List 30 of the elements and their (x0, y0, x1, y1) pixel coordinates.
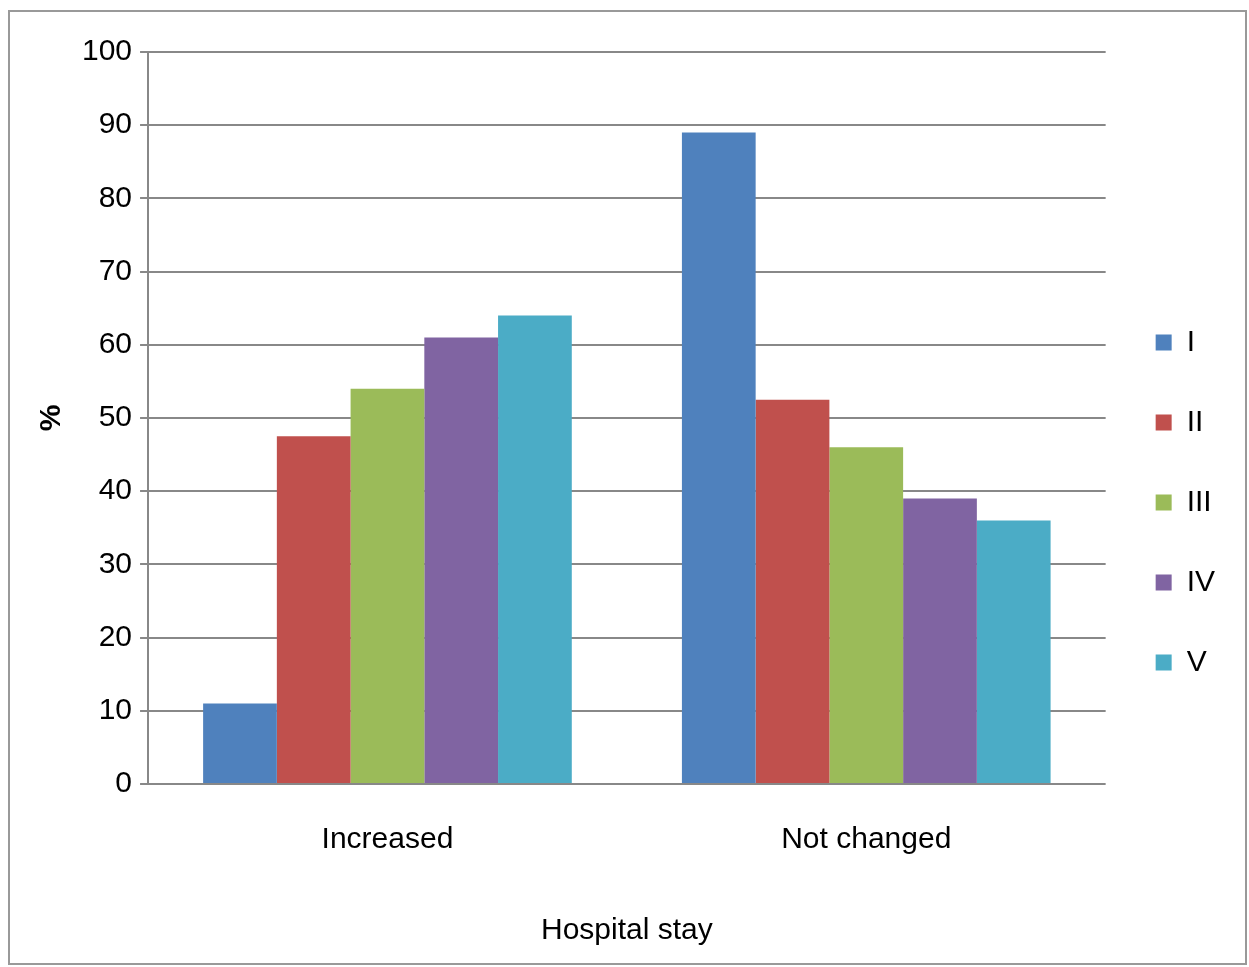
x-tick-label: Not changed (781, 821, 952, 855)
y-tick-label: 10 (98, 692, 133, 726)
legend-label: I (1186, 323, 1195, 357)
y-tick-label: 70 (98, 252, 133, 286)
bar (350, 388, 425, 783)
bar (976, 520, 1051, 783)
x-axis-title: Hospital stay (540, 912, 713, 946)
bar (829, 447, 904, 783)
y-tick-label: 80 (98, 179, 133, 213)
y-tick-label: 20 (98, 618, 133, 652)
legend-label: V (1186, 643, 1207, 677)
bar (903, 498, 977, 783)
bar (498, 315, 572, 783)
legend-label: II (1186, 403, 1204, 437)
y-tick-label: 40 (98, 472, 133, 506)
y-tick-label: 60 (98, 326, 133, 360)
legend-label: IV (1186, 563, 1216, 597)
y-tick-label: 30 (98, 545, 133, 579)
y-tick-label: 50 (98, 399, 133, 433)
bar (424, 337, 499, 783)
y-axis-title: % (33, 404, 67, 432)
legend-label: III (1186, 483, 1212, 517)
bar (276, 436, 351, 783)
y-tick-label: 0 (115, 765, 133, 799)
y-tick-label: 100 (81, 33, 133, 67)
y-tick-label: 90 (98, 106, 133, 140)
x-tick-label: Increased (321, 821, 454, 855)
bar (203, 703, 277, 783)
bar (681, 132, 756, 783)
bar (755, 399, 830, 783)
